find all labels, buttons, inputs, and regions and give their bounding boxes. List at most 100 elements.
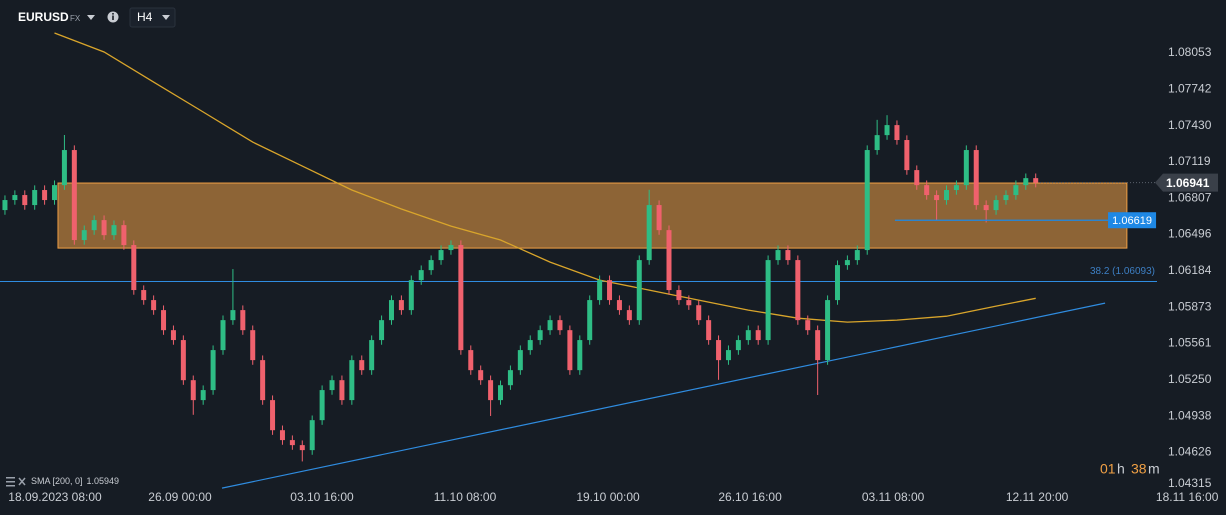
timeframe-dropdown[interactable] xyxy=(162,15,170,20)
candle-body xyxy=(904,140,910,171)
candle-body xyxy=(755,330,761,341)
candle-body xyxy=(547,320,553,331)
x-tick-label: 18.09.2023 08:00 xyxy=(8,490,102,504)
trendline xyxy=(221,302,1106,489)
candle-body xyxy=(428,260,434,271)
candle-body xyxy=(359,360,365,371)
level-tag-label: 1.06619 xyxy=(1112,215,1152,227)
candle-body xyxy=(2,200,8,211)
symbol[interactable]: EURUSD xyxy=(18,10,69,24)
x-tick-label: 26.09 00:00 xyxy=(148,490,212,504)
candle-body xyxy=(825,300,831,361)
candle-body xyxy=(864,150,870,251)
candle-body xyxy=(646,205,652,261)
market: FX xyxy=(70,14,81,23)
candle-body xyxy=(141,290,147,301)
x-tick-label: 19.10 00:00 xyxy=(576,490,640,504)
candle-body xyxy=(398,300,404,311)
legend-icon[interactable] xyxy=(6,477,15,479)
x-tick-label: 18.11 16:00 xyxy=(1156,490,1219,504)
candle-body xyxy=(745,330,751,341)
legend-icon[interactable] xyxy=(6,485,15,487)
candle-body xyxy=(230,310,236,321)
candle-body xyxy=(577,340,583,371)
candle-body xyxy=(1033,178,1039,183)
info-glyph xyxy=(112,15,114,20)
candle-body xyxy=(686,300,692,306)
candle-body xyxy=(854,250,860,261)
candle-body xyxy=(587,300,593,341)
last-price-label: 1.06941 xyxy=(1166,176,1210,190)
countdown-hours-unit: h xyxy=(1117,461,1125,477)
candle-body xyxy=(151,300,157,311)
candle-body xyxy=(438,250,444,261)
candle-body xyxy=(993,200,999,211)
candle-body xyxy=(270,400,276,431)
y-tick-label: 1.07119 xyxy=(1168,154,1211,168)
candle-body xyxy=(180,340,186,381)
candle-body xyxy=(478,370,484,381)
y-tick-label: 1.06496 xyxy=(1168,227,1212,241)
candle-body xyxy=(874,135,880,151)
candle-body xyxy=(953,185,959,191)
candle-body xyxy=(42,190,48,201)
candle-body xyxy=(1023,178,1029,186)
symbol-dropdown[interactable] xyxy=(87,15,95,20)
candle-body xyxy=(81,230,87,241)
candle-body xyxy=(944,190,950,201)
candle-body xyxy=(339,380,345,401)
candle-body xyxy=(379,320,385,341)
candle-body xyxy=(240,310,246,331)
candle-body xyxy=(349,360,355,401)
candle-body xyxy=(844,260,850,266)
candle-body xyxy=(626,310,632,321)
candle-body xyxy=(121,225,127,246)
candle-body xyxy=(418,270,424,281)
candle-body xyxy=(894,125,900,141)
legend-label: SMA [200, 0] 1.05949 xyxy=(31,476,119,486)
candle-body xyxy=(250,330,256,361)
candle-body xyxy=(190,380,196,401)
candle-body xyxy=(963,150,969,186)
candle-body xyxy=(785,250,791,261)
candle-body xyxy=(567,330,573,371)
candle-body xyxy=(706,320,712,341)
legend-close[interactable] xyxy=(18,477,26,486)
candle-body xyxy=(805,320,811,331)
candle-body xyxy=(61,150,67,186)
candle-body xyxy=(448,245,454,251)
candle-body xyxy=(973,150,979,206)
candle-body xyxy=(131,245,137,291)
candle-body xyxy=(369,340,375,371)
fib-label: 38.2 (1.06093) xyxy=(1090,266,1155,277)
candle-body xyxy=(488,380,494,401)
candle-body xyxy=(210,350,216,391)
legend-icon[interactable] xyxy=(6,481,15,483)
level-tag xyxy=(1108,212,1157,229)
candle-body xyxy=(309,420,315,451)
candle-body xyxy=(765,260,771,341)
candle-body xyxy=(507,370,513,386)
candle-body xyxy=(924,185,930,196)
candle-body xyxy=(884,125,890,136)
candle-body xyxy=(1003,195,1009,201)
plot-area: 38.2 (1.06093) xyxy=(0,32,1157,489)
candle-body xyxy=(656,205,662,231)
y-tick-label: 1.05561 xyxy=(1168,336,1212,350)
candle-body xyxy=(775,250,781,261)
timeframe-select[interactable] xyxy=(129,7,176,28)
candle-body xyxy=(260,360,266,401)
candle-body xyxy=(12,195,18,201)
y-tick-label: 1.04938 xyxy=(1168,408,1212,422)
candle-body xyxy=(220,320,226,351)
legend-name: SMA [200, 0] xyxy=(31,476,83,486)
candle-body xyxy=(696,305,702,321)
candle-body xyxy=(834,265,840,301)
last-price-tag xyxy=(1155,173,1218,192)
indicator-legend xyxy=(6,477,26,487)
countdown-hours: 01 xyxy=(1100,461,1116,477)
x-tick-label: 03.11 08:00 xyxy=(862,490,925,504)
candle-body xyxy=(279,430,285,441)
candle-body xyxy=(408,280,414,311)
